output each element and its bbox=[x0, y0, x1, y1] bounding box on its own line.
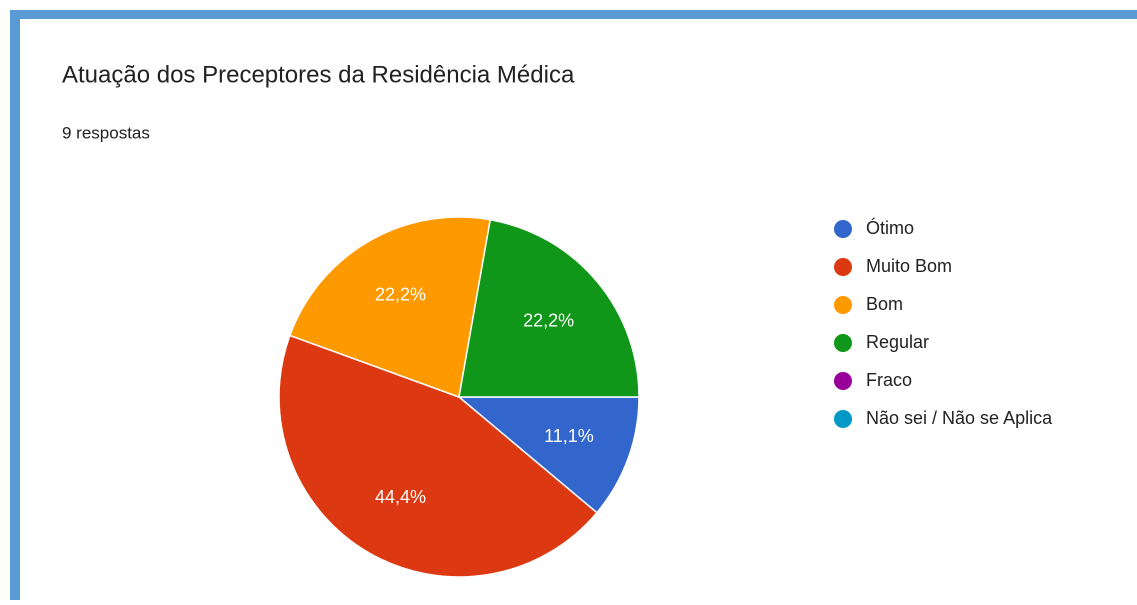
legend-swatch bbox=[834, 296, 852, 314]
chart-title: Atuação dos Preceptores da Residência Mé… bbox=[62, 61, 575, 88]
slice-label: 44,4% bbox=[375, 487, 426, 507]
frame-left bbox=[10, 10, 20, 600]
legend-label: Regular bbox=[866, 332, 929, 352]
slice-label: 22,2% bbox=[375, 284, 426, 304]
legend-swatch bbox=[834, 334, 852, 352]
legend-label: Fraco bbox=[866, 370, 912, 390]
slice-label: 22,2% bbox=[523, 311, 574, 331]
frame-top bbox=[10, 10, 1137, 19]
legend-swatch bbox=[834, 258, 852, 276]
legend-label: Não sei / Não se Aplica bbox=[866, 408, 1053, 428]
legend-label: Bom bbox=[866, 294, 903, 314]
legend-label: Ótimo bbox=[866, 217, 914, 238]
slice-label: 11,1% bbox=[544, 426, 594, 446]
chart-subtitle: 9 respostas bbox=[62, 123, 150, 142]
legend-swatch bbox=[834, 410, 852, 428]
pie-slice bbox=[456, 396, 640, 514]
legend-label: Muito Bom bbox=[866, 256, 952, 276]
pie-slice bbox=[288, 216, 492, 399]
pie-slice bbox=[278, 334, 598, 578]
legend-swatch bbox=[834, 372, 852, 390]
legend-swatch bbox=[834, 220, 852, 238]
pie-slice bbox=[458, 218, 640, 398]
